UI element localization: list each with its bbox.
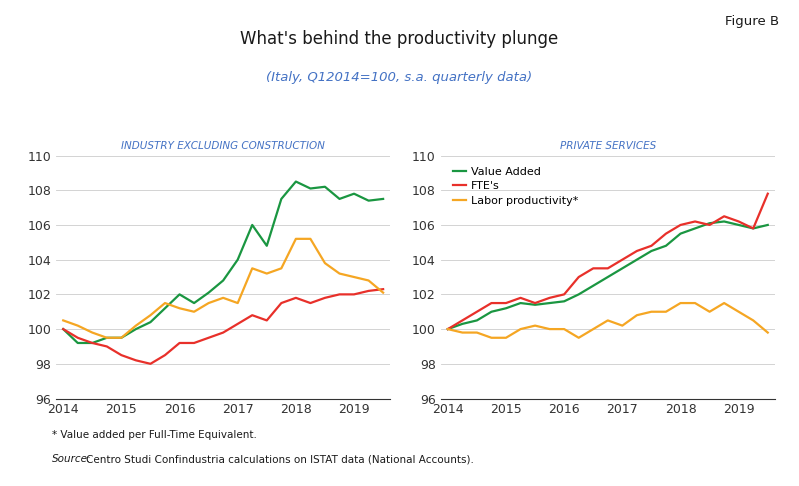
Legend: Value Added, FTE's, Labor productivity*: Value Added, FTE's, Labor productivity* [450, 163, 582, 209]
Text: What's behind the productivity plunge: What's behind the productivity plunge [240, 30, 559, 48]
Text: Figure B: Figure B [725, 15, 779, 28]
Title: PRIVATE SERVICES: PRIVATE SERVICES [559, 140, 656, 151]
Text: (Italy, Q12014=100, s.a. quarterly data): (Italy, Q12014=100, s.a. quarterly data) [266, 71, 533, 84]
Text: * Value added per Full-Time Equivalent.: * Value added per Full-Time Equivalent. [52, 430, 256, 440]
Title: INDUSTRY EXCLUDING CONSTRUCTION: INDUSTRY EXCLUDING CONSTRUCTION [121, 140, 325, 151]
Text: Centro Studi Confindustria calculations on ISTAT data (National Accounts).: Centro Studi Confindustria calculations … [86, 454, 474, 465]
Text: Source:: Source: [52, 454, 91, 465]
